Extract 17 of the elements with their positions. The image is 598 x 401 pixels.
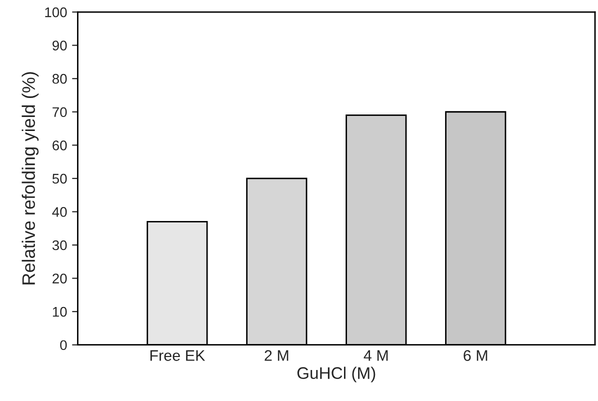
y-tick-label: 40: [52, 207, 67, 217]
y-tick-label: 70: [52, 107, 67, 118]
y-tick-label: 30: [52, 240, 67, 250]
y-tick-label: 50: [52, 174, 67, 184]
x-tick-label: Free EK: [150, 350, 206, 361]
x-axis-title: GuHCl (M): [297, 366, 376, 382]
y-tick-label: 60: [52, 140, 67, 150]
y-tick-label: 10: [52, 306, 67, 317]
y-tick-label: 80: [52, 74, 67, 84]
y-tick-label: 20: [52, 274, 67, 284]
x-tick-label: 6 M: [464, 350, 488, 361]
y-tick-label: 100: [45, 7, 67, 18]
y-tick-label: 0: [60, 340, 67, 350]
y-tick-label: 90: [52, 40, 67, 50]
x-tick-label: 4 M: [364, 350, 388, 361]
x-tick-label: 2 M: [264, 350, 288, 361]
y-axis-title: Relative refolding yield (%): [22, 72, 39, 284]
